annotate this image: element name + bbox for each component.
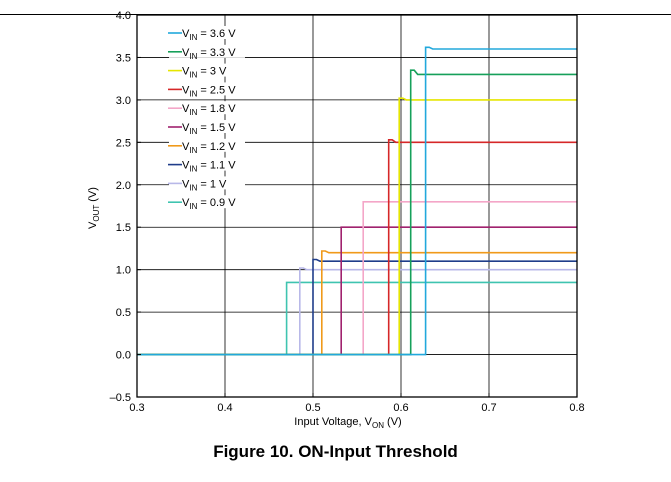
y-axis-ticks: –0.5 0.0 0.5 1.0 1.5 2.0 2.5 3.0 3.5 4.0 (110, 10, 141, 404)
series-line (137, 201, 577, 356)
legend-label: VIN = 1.8 V (182, 103, 236, 117)
x-tick-label: 0.7 (481, 402, 496, 414)
x-tick-label: 0.6 (393, 402, 408, 414)
legend-item-background (169, 101, 245, 115)
legend-item-background (169, 157, 245, 171)
y-tick-label: 3.5 (116, 52, 131, 64)
legend-label: VIN = 0.9 V (182, 197, 236, 211)
legend-item-background (169, 138, 245, 152)
y-tick-label: 2.0 (116, 180, 131, 192)
plot-area-frame (136, 14, 578, 398)
x-tick-label: 0.4 (217, 402, 232, 414)
legend-label: VIN = 1.5 V (182, 122, 236, 136)
series-line (137, 139, 577, 356)
legend-label: VIN = 3.3 V (182, 47, 236, 61)
legend-item-background (169, 176, 245, 190)
legend-label: VIN = 3 V (182, 66, 227, 80)
legend-item-background (169, 26, 245, 39)
x-tick-label: 0.3 (129, 402, 144, 414)
legend-label: VIN = 1 V (182, 178, 227, 192)
x-axis-title: Input Voltage, VON (V) (294, 416, 401, 430)
series-lines (137, 46, 577, 356)
legend-label: VIN = 2.5 V (182, 84, 236, 98)
y-tick-label: 1.0 (116, 265, 131, 277)
legend-item-background (169, 44, 245, 58)
y-tick-label: 1.5 (116, 222, 131, 234)
y-axis-title: VOUT (V) (87, 187, 101, 229)
y-tick-label: 4.0 (116, 10, 131, 22)
series-line (137, 46, 577, 356)
x-tick-label: 0.8 (569, 402, 584, 414)
series-line (137, 281, 577, 356)
figure-caption: Figure 10. ON-Input Threshold (213, 442, 458, 461)
legend-label: VIN = 1.2 V (182, 141, 236, 155)
series-line (137, 258, 577, 356)
legend-item-background (169, 63, 245, 77)
legend-item-background (169, 195, 245, 209)
y-tick-label: 0.0 (116, 350, 131, 362)
y-tick-label: 2.5 (116, 137, 131, 149)
y-tick-label: 0.5 (116, 307, 131, 319)
series-line (137, 226, 577, 356)
legend-item-background (169, 120, 245, 133)
x-axis-ticks: 0.3 0.4 0.5 0.6 0.7 0.8 (129, 393, 585, 414)
y-tick-label: 3.0 (116, 95, 131, 107)
y-tick-label: –0.5 (110, 392, 131, 404)
legend-label: VIN = 3.6 V (182, 28, 236, 42)
legend-item-background (169, 82, 245, 96)
legend-label: VIN = 1.1 V (182, 160, 236, 174)
legend: VIN = 3.6 V VIN = 3.3 V VIN = 3 V VIN = 2.5… (168, 26, 245, 211)
series-line (137, 250, 577, 356)
x-tick-label: 0.5 (305, 402, 320, 414)
series-line (137, 267, 577, 356)
